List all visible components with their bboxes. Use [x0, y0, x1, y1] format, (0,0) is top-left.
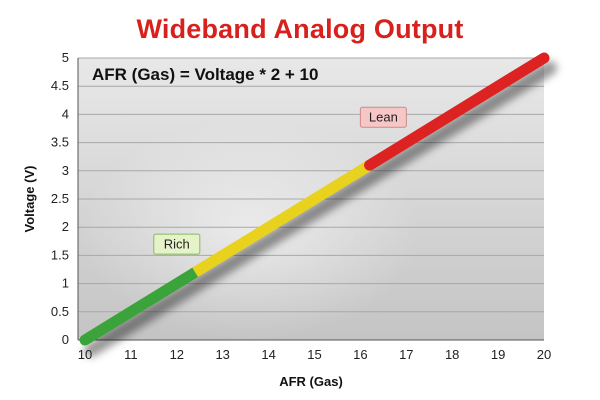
callout-lean: Lean: [359, 106, 407, 128]
callout-box: [153, 233, 201, 255]
callout-box: [359, 106, 407, 128]
series-shadow: [84, 61, 557, 357]
x-axis-label: AFR (Gas): [279, 374, 343, 389]
formula-annotation: AFR (Gas) = Voltage * 2 + 10: [92, 65, 318, 84]
y-tick-label: 4: [62, 106, 69, 121]
callout-rich: Rich: [153, 233, 201, 255]
series-segment: [79, 266, 201, 346]
y-tick-label: 2: [62, 219, 69, 234]
y-tick-label: 5: [62, 50, 69, 65]
y-tick-label: 0: [62, 332, 69, 347]
y-tick-label: 4.5: [51, 78, 69, 93]
y-tick-label: 1: [62, 276, 69, 291]
x-tick-label: 15: [307, 347, 321, 362]
x-tick-label: 11: [124, 347, 138, 362]
series-segment: [364, 52, 550, 171]
series-segment: [192, 160, 373, 278]
callouts: Rich Lean: [153, 106, 407, 255]
x-tick-label: 13: [215, 347, 229, 362]
y-tick-label: 3: [62, 163, 69, 178]
y-tick-label: 0.5: [51, 304, 69, 319]
axes: [77, 58, 544, 341]
x-tick-label: 16: [353, 347, 367, 362]
y-tick-label: 3.5: [51, 135, 69, 150]
series-lines: [79, 52, 550, 346]
y-tick-label: 1.5: [51, 247, 69, 262]
callout-label: Rich: [164, 237, 190, 252]
x-tick-label: 14: [261, 347, 275, 362]
x-tick-label: 18: [445, 347, 459, 362]
callout-label: Lean: [369, 110, 398, 125]
y-axis-label: Voltage (V): [22, 166, 37, 233]
x-tick-label: 20: [537, 347, 551, 362]
tick-labels: 0 0.5 1 1.5 2 2.5 3 3.5 4 4.5 5 10 11 12 13 14 15 16 17 18 1…: [51, 50, 551, 362]
x-tick-label: 19: [491, 347, 505, 362]
y-tick-label: 2.5: [51, 191, 69, 206]
x-tick-label: 17: [399, 347, 413, 362]
line-shadow: [84, 61, 557, 357]
chart-title: Wideband Analog Output: [136, 14, 464, 44]
x-tick-label: 12: [170, 347, 184, 362]
x-tick-label: 10: [78, 347, 92, 362]
